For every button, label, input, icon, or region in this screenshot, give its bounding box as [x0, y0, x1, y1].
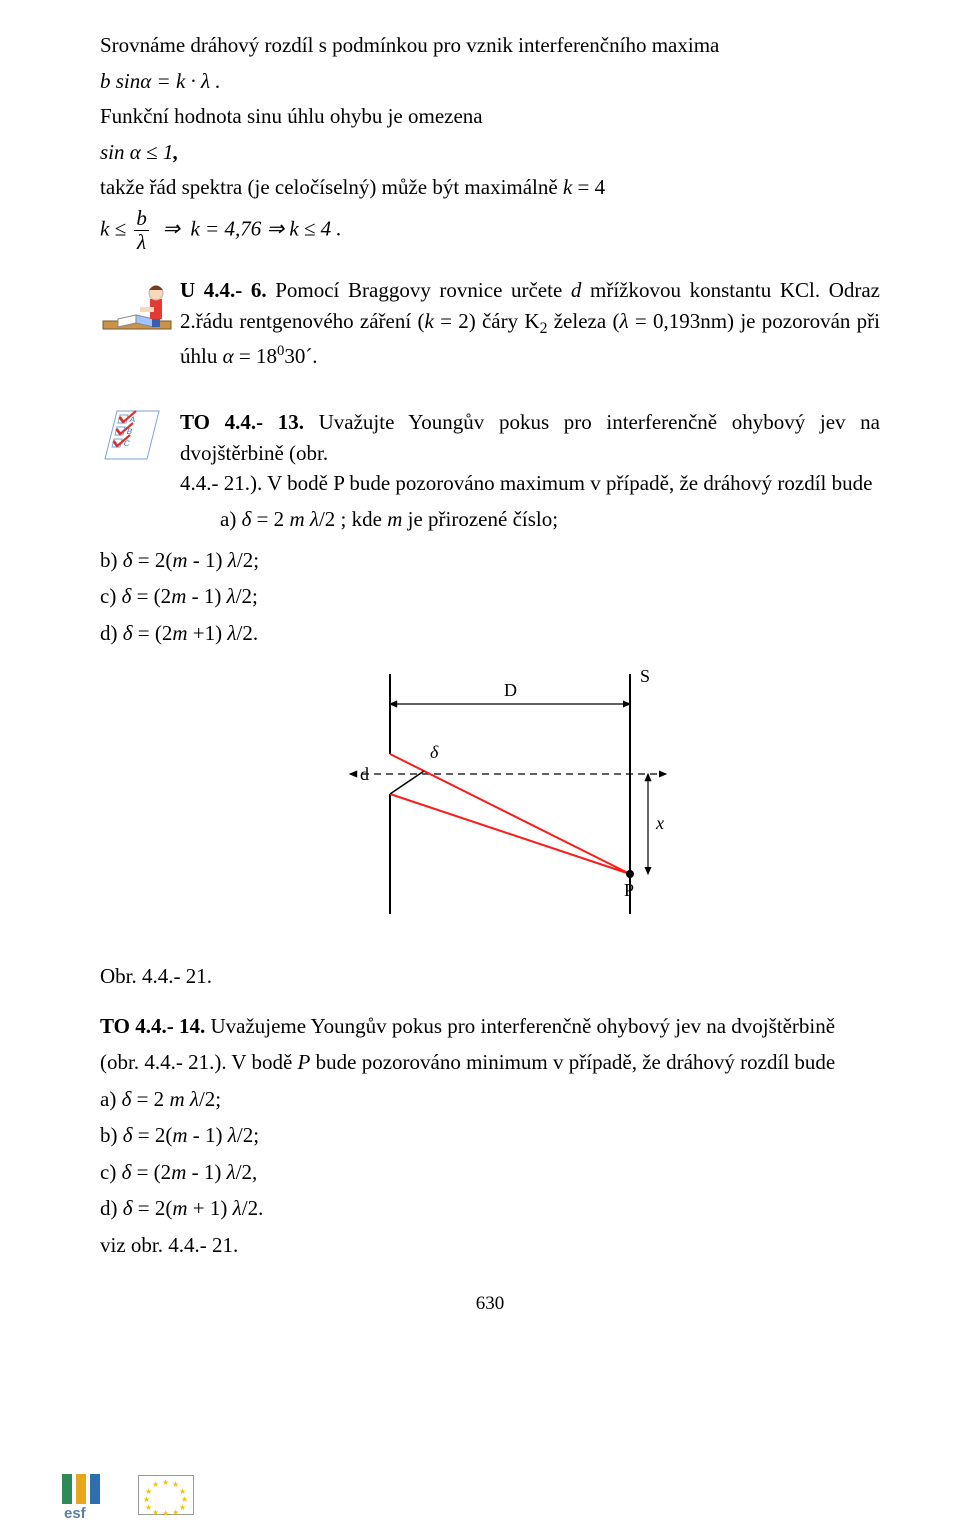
youngs-experiment-diagram: D Sd δ x P [100, 654, 880, 942]
page-number: 630 [100, 1290, 880, 1318]
footer-logos: esf ★ ★ ★ ★ ★ ★ ★ ★ ★ ★ ★ ★ [60, 1470, 194, 1520]
equation-2: sin α ≤ 1, [100, 137, 880, 167]
svg-text:D: D [504, 680, 517, 700]
checklist-icon: A B C [100, 407, 180, 471]
to14-option-d: d) δ = 2(m + 1) λ/2. [100, 1193, 880, 1223]
exercise-block-u446: U 4.4.- 6. Pomocí Braggovy rovnice určet… [100, 275, 880, 371]
equation-3: k ≤ bλ ⇒ k = 4,76 ⇒ k ≤ 4 . [100, 208, 880, 253]
page: Srovnáme dráhový rozdíl s podmínkou pro … [0, 0, 960, 1540]
to13-line2: 4.4.- 21.). V bodě P bude pozorováno max… [180, 468, 880, 498]
to14-line1: TO 4.4.- 14. Uvažujeme Youngův pokus pro… [100, 1011, 880, 1041]
paragraph-2: Funkční hodnota sinu úhlu ohybu je omeze… [100, 101, 880, 131]
esf-logo-icon: esf [60, 1470, 120, 1520]
svg-text:δ: δ [430, 742, 439, 762]
paragraph-3: takže řád spektra (je celočíselný) může … [100, 172, 880, 202]
to14-option-c: c) δ = (2m - 1) λ/2, [100, 1157, 880, 1187]
eu-flag-icon: ★ ★ ★ ★ ★ ★ ★ ★ ★ ★ ★ ★ [138, 1475, 194, 1515]
to13-option-b: b) δ = 2(m - 1) λ/2; [100, 545, 880, 575]
viz-reference: viz obr. 4.4.- 21. [100, 1230, 880, 1260]
svg-text:P: P [624, 880, 634, 900]
intro-text: Srovnáme dráhový rozdíl s podmínkou pro … [100, 30, 880, 60]
to13-option-a: a) δ = 2 m λ/2 ; kde m je přirozené čísl… [220, 504, 880, 534]
to13-option-c: c) δ = (2m - 1) λ/2; [100, 581, 880, 611]
question-block-to13: A B C TO 4.4.- 13. Uvažujte Youngův poku… [100, 407, 880, 535]
svg-text:esf: esf [64, 1505, 87, 1520]
figure-caption: Obr. 4.4.- 21. [100, 961, 880, 991]
study-icon [100, 275, 180, 347]
equation-1: b sinα = k · λ . [100, 66, 880, 96]
to14-option-a: a) δ = 2 m λ/2; [100, 1084, 880, 1114]
exercise-u446-text: U 4.4.- 6. Pomocí Braggovy rovnice určet… [180, 275, 880, 371]
to14-option-b: b) δ = 2(m - 1) λ/2; [100, 1120, 880, 1150]
svg-text:S: S [640, 666, 650, 686]
svg-text:d: d [360, 764, 369, 784]
to14-line2: (obr. 4.4.- 21.). V bodě P bude pozorová… [100, 1047, 880, 1077]
question-to13-body: TO 4.4.- 13. Uvažujte Youngův pokus pro … [180, 407, 880, 535]
svg-text:x: x [655, 813, 664, 833]
to13-line1: TO 4.4.- 13. Uvažujte Youngův pokus pro … [180, 407, 880, 468]
to13-option-d: d) δ = (2m +1) λ/2. [100, 618, 880, 648]
